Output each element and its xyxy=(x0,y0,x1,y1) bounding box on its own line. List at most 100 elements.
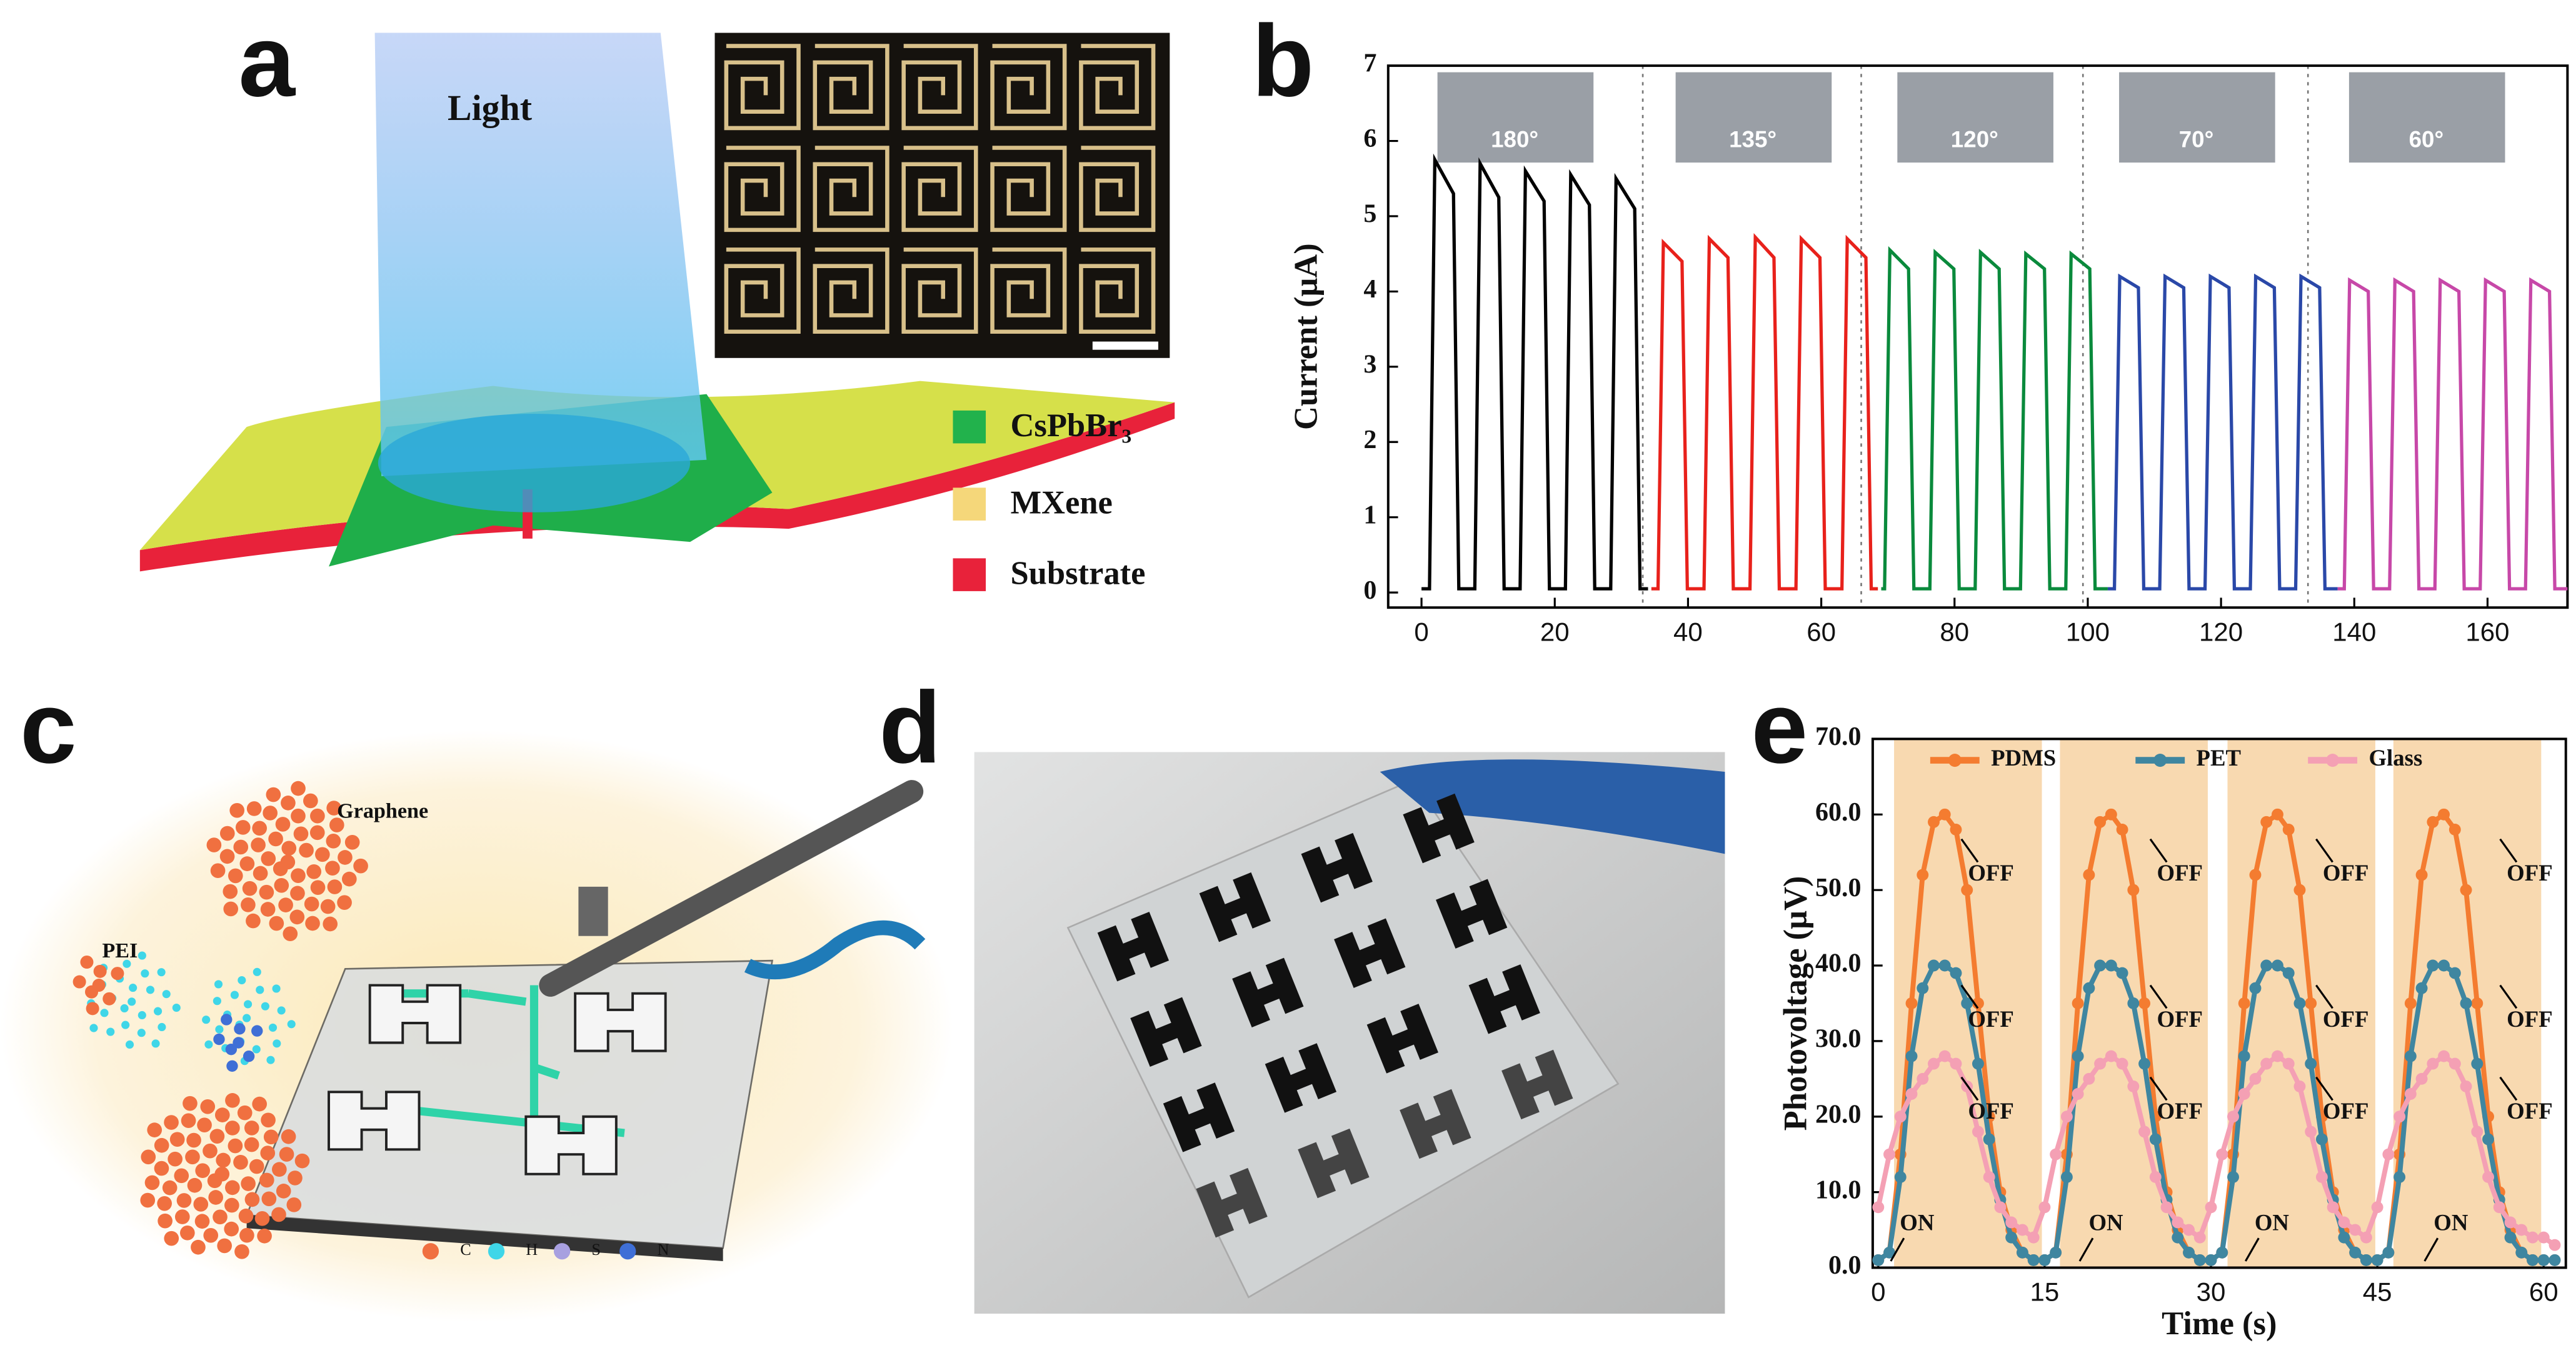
y-tick-label: 1 xyxy=(1363,501,1376,529)
data-point xyxy=(2027,1254,2040,1266)
atom xyxy=(283,926,298,942)
atom xyxy=(209,1129,225,1144)
atom xyxy=(172,1003,181,1012)
atom xyxy=(154,1007,163,1016)
data-point xyxy=(2305,1057,2317,1070)
data-point xyxy=(2460,997,2472,1009)
arrow xyxy=(1890,1237,1905,1262)
data-point xyxy=(1961,884,1973,896)
panel-label: b xyxy=(1252,4,1315,117)
data-point xyxy=(1938,808,1951,821)
atom xyxy=(228,1138,243,1154)
data-point xyxy=(2293,997,2306,1009)
atom xyxy=(252,821,268,836)
data-point xyxy=(2382,1148,2395,1161)
atom xyxy=(246,801,262,816)
data-point xyxy=(2138,1126,2151,1138)
legend-dot xyxy=(2326,754,2340,767)
atom xyxy=(244,1137,259,1152)
atom xyxy=(275,817,291,832)
y-tick-label: 40.0 xyxy=(1815,949,1862,978)
electrode-pattern xyxy=(724,44,1156,334)
atom xyxy=(85,985,99,999)
atom xyxy=(224,1197,239,1213)
hose xyxy=(744,920,926,980)
atom xyxy=(179,1226,195,1241)
spiral xyxy=(901,146,978,232)
atom xyxy=(291,868,306,883)
atom xyxy=(326,801,341,816)
h-electrode xyxy=(1366,1004,1438,1074)
panel-label: e xyxy=(1751,671,1808,784)
atom xyxy=(213,997,221,1006)
h-electrode xyxy=(1298,1128,1370,1199)
angle-label: 180° xyxy=(1491,127,1538,152)
data-point xyxy=(1972,997,1984,1009)
atom xyxy=(216,1152,231,1168)
x-tick-label: 0 xyxy=(1414,617,1428,646)
atom xyxy=(141,1149,156,1165)
h-electrode xyxy=(1232,957,1304,1027)
atom xyxy=(266,1056,275,1064)
data-point xyxy=(2427,959,2439,972)
atom xyxy=(242,881,258,896)
atom xyxy=(278,897,293,912)
atom xyxy=(141,969,149,978)
data-point xyxy=(1950,823,1962,836)
atom-swatch xyxy=(553,1243,571,1260)
atom xyxy=(154,1137,169,1153)
data-point xyxy=(2249,1072,2262,1085)
spiral xyxy=(813,44,890,131)
data-point xyxy=(2127,884,2140,896)
spiral xyxy=(724,146,801,232)
atom xyxy=(268,1023,278,1032)
atom xyxy=(241,1176,256,1191)
beam-label: Light xyxy=(448,87,532,128)
atom xyxy=(310,808,325,824)
data-point xyxy=(2371,1201,2383,1214)
atom xyxy=(162,990,171,999)
data-point xyxy=(2105,1050,2117,1062)
atom xyxy=(306,864,322,879)
legend-swatch xyxy=(953,410,986,444)
y-tick-label: 3 xyxy=(1363,350,1376,379)
data-point xyxy=(2315,1171,2328,1183)
atom xyxy=(111,967,124,981)
atom xyxy=(193,1197,209,1212)
atom xyxy=(325,861,340,876)
y-tick-label: 2 xyxy=(1363,426,1376,454)
atom-swatch xyxy=(488,1243,505,1260)
atom xyxy=(281,796,296,811)
atom xyxy=(273,1039,281,1048)
atom xyxy=(157,968,166,977)
state-label: OFF xyxy=(2323,1006,2369,1032)
y-tick-label: 10.0 xyxy=(1815,1176,1862,1204)
atom xyxy=(259,1172,274,1188)
photo-inset xyxy=(2348,72,2505,163)
data-point xyxy=(2282,823,2295,836)
x-tick-label: 140 xyxy=(2332,617,2376,646)
x-tick-label: 60 xyxy=(1807,617,1836,646)
atom xyxy=(249,1159,264,1174)
h-electrode xyxy=(1199,872,1271,942)
atom xyxy=(281,841,297,856)
h-electrode xyxy=(1097,911,1170,982)
atom xyxy=(261,1112,276,1128)
atom xyxy=(203,1143,218,1159)
data-point xyxy=(2438,808,2450,821)
atom xyxy=(305,916,320,931)
atom xyxy=(137,1029,146,1037)
atom xyxy=(327,879,343,894)
data-point xyxy=(2393,1111,2406,1123)
data-point xyxy=(2338,1231,2350,1244)
panel-label: c xyxy=(20,671,77,784)
spiral xyxy=(813,247,890,334)
atom xyxy=(206,837,222,852)
data-point xyxy=(2404,997,2417,1009)
y-tick-label: 30.0 xyxy=(1815,1025,1862,1054)
atom xyxy=(310,880,326,895)
atom xyxy=(73,975,86,989)
h-electrode xyxy=(1301,832,1373,903)
atom xyxy=(187,1177,203,1193)
